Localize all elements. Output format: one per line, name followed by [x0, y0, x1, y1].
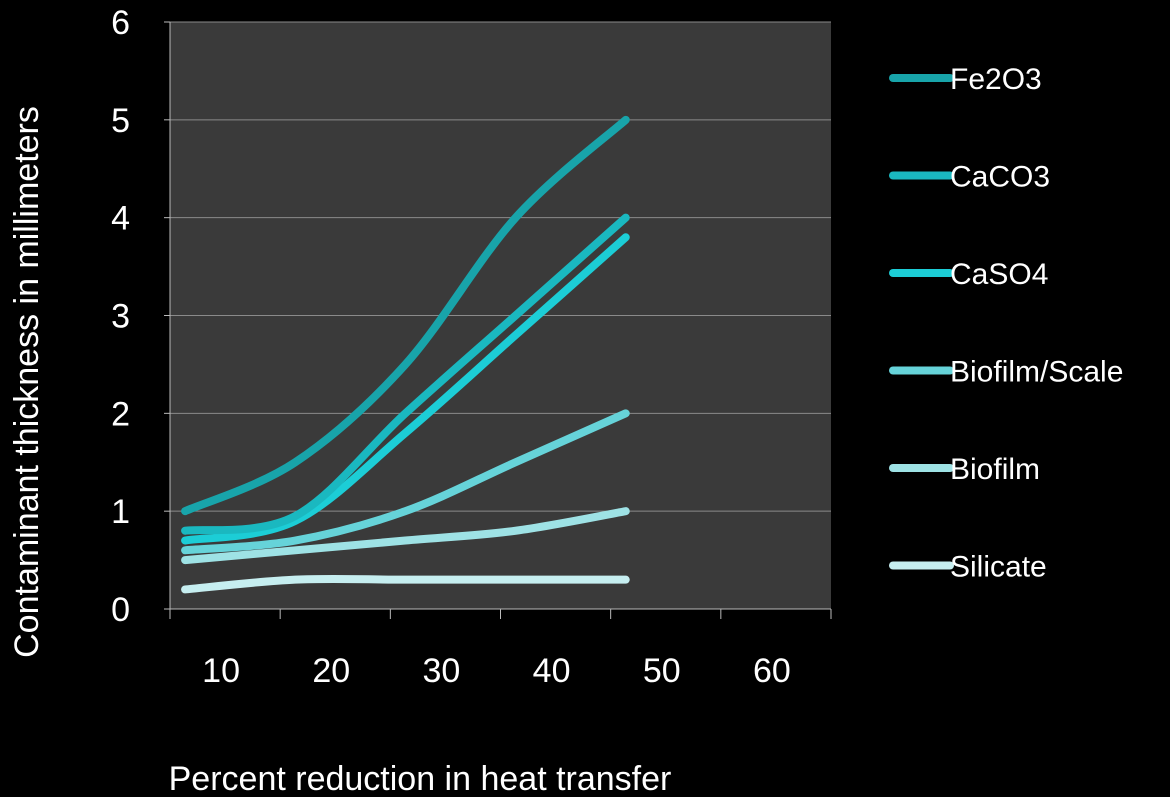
x-tick-label: 40 — [533, 652, 571, 690]
x-tick-label: 20 — [312, 652, 350, 690]
y-tick-label: 3 — [111, 298, 130, 336]
legend-label: CaCO3 — [950, 161, 1050, 194]
legend-label: Biofilm/Scale — [950, 356, 1123, 389]
series-lines — [181, 115, 630, 594]
legend-label: CaSO4 — [950, 258, 1048, 291]
legend: Fe2O3 CaCO3 CaSO4 Biofilm/Scale Biofilm Silic… — [889, 63, 1123, 584]
x-tick-label: 50 — [643, 652, 681, 690]
y-tick-label: 1 — [111, 493, 130, 531]
x-tick-label: 60 — [753, 652, 791, 690]
legend-label: Biofilm — [950, 453, 1040, 486]
x-tick-label: 30 — [423, 652, 461, 690]
series-line-silicate — [181, 574, 630, 594]
series-line-biofilm-scale — [181, 409, 630, 555]
y-axis-ticks: 0 1 2 3 4 5 6 — [111, 4, 170, 629]
x-tick-label: 10 — [202, 652, 240, 690]
y-tick-label: 2 — [111, 395, 130, 433]
series-line-caco3 — [181, 213, 630, 535]
series-line-fe2o3 — [181, 115, 630, 516]
x-axis-title: Percent reduction in heat transfer — [169, 760, 672, 797]
y-tick-label: 0 — [111, 591, 130, 629]
y-tick-label: 6 — [111, 4, 130, 42]
y-tick-label: 5 — [111, 102, 130, 140]
x-axis-ticks: 10 20 30 40 50 60 — [169, 609, 832, 690]
y-axis-title: Contaminant thickness in millimeters — [8, 106, 46, 658]
legend-label: Fe2O3 — [950, 63, 1042, 96]
y-tick-label: 4 — [111, 200, 130, 238]
legend-label: Silicate — [950, 551, 1047, 584]
series-line-caso4 — [181, 233, 630, 545]
series-line-biofilm — [181, 507, 630, 565]
gridlines — [170, 21, 831, 512]
